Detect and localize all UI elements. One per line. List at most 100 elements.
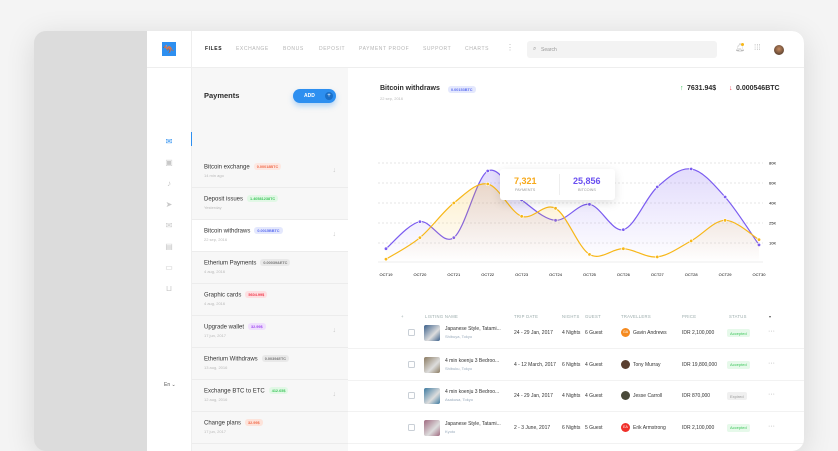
trip-date: 4 - 12 March, 2017 — [514, 361, 556, 368]
row-checkbox[interactable] — [408, 329, 415, 336]
row-checkbox[interactable] — [408, 392, 415, 399]
th-price[interactable]: PRICE — [682, 314, 697, 319]
payment-item[interactable]: Graphic cards 5604.99$ 4 aug, 2016 — [192, 284, 348, 316]
listing-name[interactable]: 4 min koenju 3 Bedroo... — [445, 357, 500, 364]
data-point[interactable] — [383, 246, 388, 251]
series-line — [385, 183, 760, 260]
payment-title: Bitcoin exchange 0.00018BTC — [204, 163, 282, 171]
inbox-icon[interactable]: ✉ — [165, 221, 173, 230]
apps-grid-icon[interactable]: ⁞⁞⁞ — [754, 43, 761, 52]
chat-icon[interactable]: ▭ — [165, 263, 173, 272]
data-point[interactable] — [553, 206, 558, 211]
payment-title: Change plans 32.99$ — [204, 419, 263, 427]
data-point[interactable] — [621, 227, 626, 232]
data-point[interactable] — [689, 167, 694, 172]
data-point[interactable] — [451, 201, 456, 206]
row-checkbox[interactable] — [408, 423, 415, 431]
arrow-down-icon[interactable]: ↓ — [332, 167, 337, 174]
table-row[interactable]: Japanese Style, Tatami... Shibuya, Tokyo… — [348, 318, 804, 349]
data-point[interactable] — [383, 257, 388, 262]
row-menu-icon[interactable]: ··· — [768, 391, 775, 398]
chart-title: Bitcoin withdraws — [380, 85, 440, 92]
calendar-icon[interactable]: ▣ — [165, 158, 173, 167]
th-trip-date[interactable]: TRIP DATE — [514, 314, 539, 319]
arrow-down-icon[interactable]: ↓ — [332, 391, 337, 398]
row-checkbox[interactable] — [408, 360, 415, 368]
row-menu-icon[interactable]: ··· — [768, 422, 775, 430]
data-point[interactable] — [655, 185, 660, 190]
data-point[interactable] — [756, 237, 761, 242]
row-menu-icon[interactable]: ··· — [768, 359, 775, 367]
payment-item[interactable]: Deposit issues 1.40581238TC Yesterday — [192, 188, 348, 220]
data-point[interactable] — [587, 252, 592, 257]
payment-title-text: Bitcoin withdraws — [204, 228, 251, 235]
data-point[interactable] — [485, 169, 490, 174]
mail-icon[interactable]: ✉ — [165, 137, 173, 146]
listing-name[interactable]: Japanese Style, Tatami... — [445, 420, 501, 427]
payment-item[interactable]: Etherium Withdraws 0.00394ETC 13 aug, 201… — [192, 348, 348, 380]
traveller-name: Gavin Andrews — [633, 330, 667, 336]
data-point[interactable] — [417, 235, 422, 240]
add-button[interactable]: ADD + — [293, 89, 336, 103]
tray-icon[interactable]: ⊔ — [165, 284, 173, 293]
status-badge: Accepted — [727, 329, 750, 337]
th-listing-name[interactable]: LISTING NAME — [425, 314, 459, 319]
bell-icon[interactable]: 🔔︎ — [735, 43, 746, 52]
language-select[interactable]: En ⌄ — [164, 382, 176, 388]
logo-icon[interactable]: 🦘 — [162, 42, 176, 56]
avatar[interactable] — [774, 45, 784, 55]
payment-item[interactable]: Bitcoin withdraws 0.0015BBTC 22 sep, 2016… — [192, 220, 348, 252]
listing-name[interactable]: Japanese Style, Tatami... — [445, 326, 501, 332]
arrow-down-icon[interactable]: ↓ — [332, 231, 337, 238]
table-row[interactable]: 4 min koenju 3 Bedroo... Shibuku, Tokyo … — [348, 350, 804, 381]
data-point[interactable] — [519, 214, 524, 219]
payment-date: Yesterday — [204, 205, 222, 210]
data-point[interactable] — [655, 254, 660, 259]
data-point[interactable] — [689, 238, 694, 243]
search-input[interactable]: ⌕ Search — [527, 41, 717, 58]
th-sort[interactable]: ▾ — [769, 314, 772, 319]
payment-badge: 0.00394ETC — [261, 355, 290, 362]
nav-exchange[interactable]: EXCHANGE — [236, 46, 269, 52]
data-point[interactable] — [485, 182, 490, 187]
payment-item[interactable]: Upgrade wallet 32.99$ 17 jun, 2017 ↓ — [192, 316, 348, 348]
payment-item[interactable]: Bitcoin exchange 0.00018BTC 14 min ago ↓ — [192, 156, 348, 188]
chart: 10K 25K 40K 60K 80K OCT19 OCT20 OCT21 OCT22 OCT23… — [378, 161, 776, 277]
table-row[interactable]: Japanese Style, Tatami... Kyoto 2 - 3 Ju… — [348, 413, 804, 444]
data-point[interactable] — [587, 202, 592, 207]
payment-item[interactable]: Exchange BTC to ETC 412.65$ 12 aug, 2016 ↓ — [192, 380, 348, 412]
data-point[interactable] — [417, 219, 422, 224]
data-point[interactable] — [723, 218, 728, 223]
x-tick-label: OCT23 — [515, 272, 529, 277]
data-point[interactable] — [621, 246, 626, 251]
more-vertical-icon[interactable]: ⋮ — [506, 43, 514, 52]
payment-date: 17 jun, 2017 — [204, 429, 227, 434]
listing-name[interactable]: 4 min koenju 3 Bedroo... — [445, 389, 500, 395]
nav-files[interactable]: FILES — [205, 46, 223, 52]
top-nav: 🦘 FILES EXCHANGE BONUS DEPOSIT PAYMENT P… — [147, 31, 804, 68]
nav-support[interactable]: SUPPORT — [423, 46, 452, 52]
th-travellers[interactable]: TRAVELLERS — [621, 314, 651, 319]
bell-icon[interactable]: ♪ — [167, 179, 171, 188]
table-row[interactable]: 4 min koenju 3 Bedroo... Asakusa, Tokyo … — [348, 381, 804, 412]
data-point[interactable] — [723, 195, 728, 200]
arrow-down-icon[interactable]: ↓ — [332, 327, 337, 334]
up-value: 7631.94$ — [687, 85, 717, 92]
nav-payment-proof[interactable]: PAYMENT PROOF — [359, 46, 410, 52]
payment-item[interactable]: Etherium Payments 0.00039&ETC 4 aug, 2016 — [192, 252, 348, 284]
th-status[interactable]: STATUS — [729, 314, 747, 319]
payment-badge: 5604.99$ — [245, 291, 268, 298]
listing-thumbnail — [424, 325, 440, 341]
traveller-avatar — [621, 359, 630, 369]
add-column-button[interactable]: + — [401, 314, 404, 319]
th-guest[interactable]: GUEST — [585, 314, 601, 319]
row-menu-icon[interactable]: ··· — [768, 328, 775, 335]
document-icon[interactable]: ▤ — [165, 242, 173, 251]
nav-deposit[interactable]: DEPOSIT — [319, 46, 346, 52]
send-icon[interactable]: ➤ — [165, 200, 173, 209]
th-nights[interactable]: NIGHTS — [562, 314, 580, 319]
payment-title: Exchange BTC to ETC 412.65$ — [204, 387, 289, 395]
nav-bonus[interactable]: BONUS — [283, 46, 304, 52]
payment-item[interactable]: Change plans 32.99$ 17 jun, 2017 — [192, 412, 348, 444]
nav-charts[interactable]: CHARTS — [465, 46, 490, 52]
